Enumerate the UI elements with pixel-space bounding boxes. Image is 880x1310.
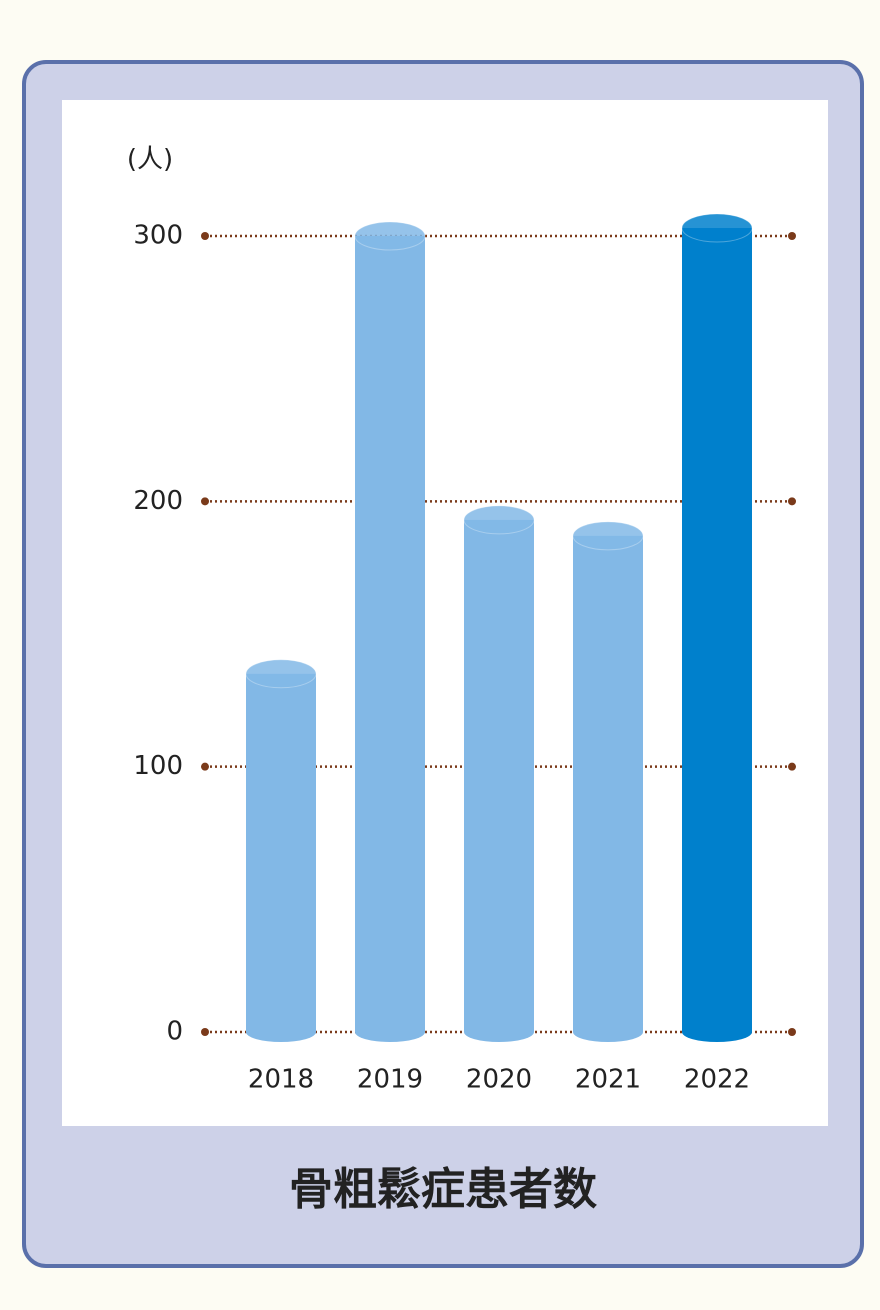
chart-title: 骨粗鬆症患者数 bbox=[289, 1164, 597, 1215]
grid-end-dot bbox=[201, 497, 209, 506]
bar-cap bbox=[572, 521, 644, 551]
bar bbox=[682, 228, 752, 1033]
bar-cap bbox=[354, 221, 426, 251]
y-tick-label: 100 bbox=[133, 751, 183, 781]
x-tick-label: 2018 bbox=[248, 1065, 314, 1095]
bar bbox=[464, 519, 534, 1032]
y-tick-label: 300 bbox=[133, 221, 183, 251]
bar bbox=[246, 673, 316, 1032]
grid-end-dot bbox=[788, 1028, 796, 1036]
bar-cap bbox=[463, 505, 535, 535]
grid-end-dot bbox=[201, 1028, 209, 1036]
y-tick-label: 200 bbox=[133, 486, 183, 516]
y-tick-label: 0 bbox=[166, 1017, 183, 1047]
bar-cap bbox=[681, 213, 753, 243]
grid-end-dot bbox=[788, 232, 796, 240]
y-unit: (人) bbox=[127, 145, 173, 175]
bar-cap bbox=[245, 659, 317, 689]
grid-end-dot bbox=[788, 762, 796, 771]
x-tick-label: 2021 bbox=[575, 1065, 641, 1095]
grid-end-dot bbox=[201, 762, 209, 771]
grid-end-dot bbox=[788, 497, 796, 506]
x-tick-label: 2019 bbox=[357, 1065, 423, 1095]
x-tick-label: 2022 bbox=[684, 1065, 750, 1095]
grid-end-dot bbox=[201, 232, 209, 240]
bar bbox=[355, 236, 425, 1032]
bar bbox=[573, 535, 643, 1032]
x-tick-label: 2020 bbox=[466, 1065, 532, 1095]
